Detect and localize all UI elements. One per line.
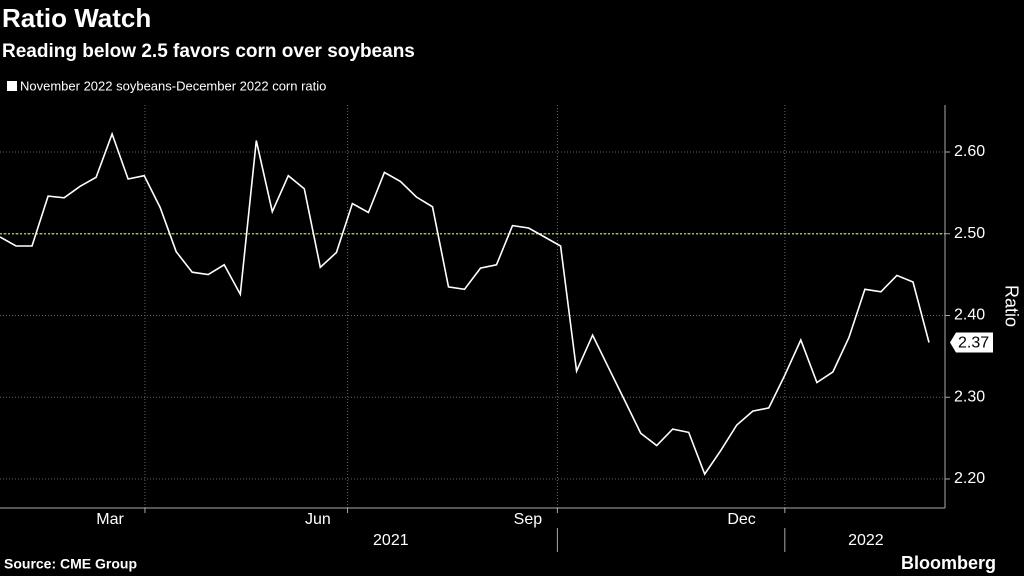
x-tick-label: Sep [514, 511, 543, 528]
legend-swatch [7, 81, 17, 91]
x-tick-label: Mar [96, 511, 124, 528]
chart-title: Ratio Watch [2, 3, 151, 33]
value-label-box [950, 332, 993, 353]
y-tick-label: 2.30 [954, 388, 985, 405]
x-group-label: 2022 [848, 532, 884, 549]
x-tick-label: Dec [727, 511, 755, 528]
source: Source: CME Group [4, 556, 137, 572]
legend-label: November 2022 soybeans-December 2022 cor… [20, 78, 326, 93]
x-group-label: 2021 [373, 532, 409, 549]
value-label: 2.37 [958, 335, 989, 352]
y-tick-label: 2.60 [954, 143, 985, 160]
y-tick-label: 2.40 [954, 307, 985, 324]
y-tick-label: 2.50 [954, 225, 985, 242]
line-series [0, 131, 930, 476]
y-axis-label: Ratio [1001, 285, 1021, 327]
x-tick-label: Jun [305, 511, 331, 528]
brand: Bloomberg [901, 553, 996, 573]
y-tick-label: 2.20 [954, 470, 985, 487]
chart-subtitle: Reading below 2.5 favors corn over soybe… [2, 41, 415, 62]
